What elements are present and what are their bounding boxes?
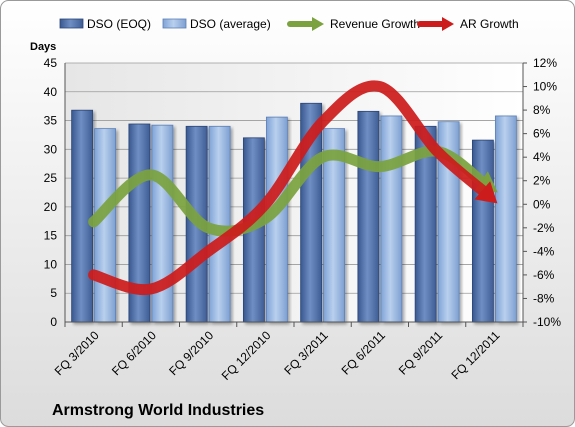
- y-tick-label: 25: [44, 171, 58, 185]
- legend-swatch-dso-average-: [162, 18, 187, 29]
- legend: DSO (EOQ) DSO (average) Revenue Growth AR G…: [59, 17, 519, 31]
- y2-tick-label: -8%: [533, 291, 555, 305]
- y-tick-label: 40: [44, 85, 58, 99]
- y2-tick-label: 0%: [533, 197, 551, 211]
- y-tick-label: 0: [50, 315, 57, 329]
- y-axis-label: Days: [30, 41, 56, 53]
- y2-tick-label: 10%: [533, 80, 557, 94]
- y-tick-label: 45: [44, 56, 58, 70]
- bar-dso-eoq-: [357, 110, 380, 323]
- y2-tick-label: -10%: [533, 315, 561, 329]
- line-ar-growth: [88, 80, 490, 296]
- legend-label-revenue-growth: Revenue Growth: [330, 17, 420, 31]
- y2-tick-label: 2%: [533, 174, 551, 188]
- y-tick-label: 10: [44, 257, 58, 271]
- y2-tick-label: -6%: [533, 268, 555, 282]
- growth-lines-group: [88, 80, 498, 296]
- y-tick-label: 5: [50, 286, 57, 300]
- bar-dso-eoq-: [71, 109, 94, 323]
- y2-tick-label: -2%: [533, 221, 555, 235]
- chart-title: Armstrong World Industries: [52, 402, 264, 419]
- legend-label-dso-average-: DSO (average): [190, 17, 271, 31]
- y2-tick-label: 8%: [533, 103, 551, 117]
- bar-dso-eoq-: [471, 139, 494, 323]
- line-revenue-growth: [88, 145, 489, 237]
- legend-label-dso-eoq-: DSO (EOQ): [87, 17, 151, 31]
- legend-label-ar-growth: AR Growth: [460, 17, 519, 31]
- bar-dso-average-: [380, 115, 403, 323]
- legend-swatch-dso-eoq-: [59, 18, 84, 29]
- y2-tick-label: 6%: [533, 127, 551, 141]
- legend-arrowhead-revenue-growth: [312, 17, 324, 31]
- y-tick-label: 15: [44, 229, 58, 243]
- y-tick-label: 20: [44, 200, 58, 214]
- y-tick-label: 30: [44, 142, 58, 156]
- y-tick-label: 35: [44, 114, 58, 128]
- y2-tick-label: 4%: [533, 150, 551, 164]
- arrowhead-ar-growth: [474, 181, 498, 204]
- bar-dso-average-: [494, 115, 517, 323]
- legend-arrowhead-ar-growth: [442, 17, 454, 31]
- y2-tick-label: 12%: [533, 56, 557, 70]
- y2-tick-label: -4%: [533, 244, 555, 258]
